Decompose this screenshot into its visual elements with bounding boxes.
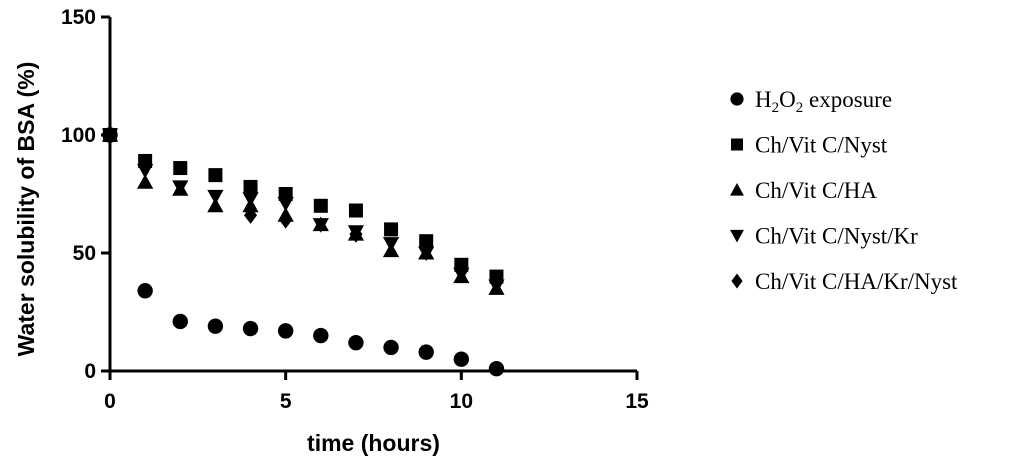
data-point bbox=[207, 189, 224, 205]
legend-label: Ch/Vit C/Nyst bbox=[755, 133, 888, 158]
legend-label: H2O2 exposure bbox=[755, 87, 892, 116]
y-tick-label: 150 bbox=[61, 6, 96, 29]
data-point bbox=[453, 351, 470, 367]
x-tick-label: 10 bbox=[450, 390, 473, 413]
legend-marker bbox=[731, 138, 743, 151]
x-tick-label: 5 bbox=[280, 390, 292, 413]
legend-marker bbox=[730, 183, 744, 196]
plot-area bbox=[101, 126, 505, 377]
x-tick-label: 0 bbox=[104, 390, 116, 413]
y-tick-label: 50 bbox=[73, 242, 96, 265]
data-point bbox=[312, 218, 329, 233]
y-tick-label: 0 bbox=[84, 360, 96, 383]
series-circle bbox=[102, 127, 505, 377]
data-point bbox=[418, 246, 435, 262]
data-point bbox=[349, 225, 363, 243]
legend-item: Ch/Vit C/HA/Kr/Nyst bbox=[731, 269, 958, 294]
data-point bbox=[277, 323, 294, 339]
data-point bbox=[348, 203, 363, 218]
ticks: 0 50 100 150 0 5 10 15 bbox=[61, 6, 649, 413]
series-triangle-up bbox=[101, 126, 505, 295]
legend-item: Ch/Vit C/HA bbox=[730, 178, 877, 203]
data-point bbox=[207, 197, 224, 213]
data-point bbox=[348, 334, 364, 351]
data-point bbox=[172, 180, 189, 196]
data-point bbox=[453, 267, 470, 283]
series-square bbox=[103, 128, 504, 284]
data-point bbox=[277, 196, 294, 212]
data-point bbox=[279, 211, 293, 229]
legend-item: Ch/Vit C/Nyst bbox=[731, 133, 888, 158]
y-tick-label: 100 bbox=[61, 124, 96, 147]
legend-item: Ch/Vit C/Nyst/Kr bbox=[730, 224, 918, 249]
legend-marker bbox=[730, 92, 744, 106]
data-point bbox=[313, 327, 329, 344]
x-tick-label: 15 bbox=[625, 390, 649, 413]
y-axis-title: Water solubility of BSA (%) bbox=[13, 62, 39, 357]
data-point bbox=[207, 318, 224, 334]
data-point bbox=[242, 320, 259, 337]
data-point bbox=[488, 360, 505, 377]
legend: H2O2 exposure Ch/Vit C/Nyst Ch/Vit C/HA Ch/… bbox=[730, 87, 958, 294]
data-point bbox=[382, 237, 400, 252]
data-point bbox=[243, 179, 258, 194]
legend-item: H2O2 exposure bbox=[730, 87, 892, 116]
data-point bbox=[137, 163, 154, 179]
data-point bbox=[137, 174, 154, 189]
data-point bbox=[242, 192, 259, 207]
axes bbox=[108, 17, 637, 373]
legend-label: Ch/Vit C/Nyst/Kr bbox=[755, 224, 918, 249]
legend-label: Ch/Vit C/HA bbox=[755, 178, 877, 203]
data-point bbox=[383, 339, 399, 356]
data-point bbox=[418, 344, 434, 360]
data-point bbox=[137, 283, 153, 299]
data-point bbox=[384, 222, 399, 237]
x-axis-title: time (hours) bbox=[307, 430, 440, 456]
data-point bbox=[419, 234, 434, 249]
data-point bbox=[313, 198, 328, 213]
data-point bbox=[244, 206, 258, 224]
data-point bbox=[172, 313, 188, 330]
data-point bbox=[208, 168, 223, 183]
legend-marker bbox=[731, 273, 743, 289]
legend-label: Ch/Vit C/HA/Kr/Nyst bbox=[755, 269, 958, 294]
data-point bbox=[488, 279, 505, 295]
legend-marker bbox=[730, 229, 744, 243]
data-point bbox=[173, 161, 188, 176]
series-triangle-down bbox=[101, 128, 505, 295]
